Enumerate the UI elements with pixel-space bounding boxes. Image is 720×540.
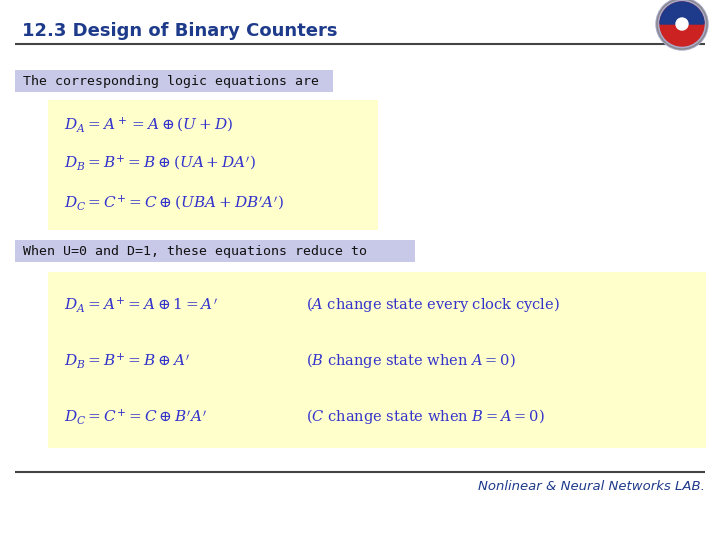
Text: $D_A = A^{+} = A \oplus 1 = A^{\prime}$: $D_A = A^{+} = A \oplus 1 = A^{\prime}$ [64, 294, 218, 314]
Circle shape [676, 18, 688, 30]
FancyBboxPatch shape [15, 240, 415, 262]
FancyBboxPatch shape [15, 70, 333, 92]
Circle shape [656, 0, 708, 50]
Text: The corresponding logic equations are: The corresponding logic equations are [23, 75, 319, 87]
Wedge shape [660, 2, 704, 24]
FancyBboxPatch shape [48, 100, 378, 230]
Text: $D_B = B^{+} = B \oplus A^{\prime}$: $D_B = B^{+} = B \oplus A^{\prime}$ [64, 350, 190, 369]
Text: $( A\ \mathrm{change\ state\ every\ clock\ cycle)}$: $( A\ \mathrm{change\ state\ every\ cloc… [306, 294, 560, 314]
Circle shape [660, 2, 704, 46]
Text: $D_B = B^{+} = B \oplus (UA + DA^{\prime})$: $D_B = B^{+} = B \oplus (UA + DA^{\prime… [64, 154, 256, 172]
Text: Nonlinear & Neural Networks LAB.: Nonlinear & Neural Networks LAB. [478, 480, 705, 492]
Text: 12.3 Design of Binary Counters: 12.3 Design of Binary Counters [22, 22, 338, 40]
Text: When U=0 and D=1, these equations reduce to: When U=0 and D=1, these equations reduce… [23, 245, 367, 258]
Text: $D_C = C^{+} = C \oplus (UBA + DB^{\prime}A^{\prime})$: $D_C = C^{+} = C \oplus (UBA + DB^{\prim… [64, 194, 284, 212]
Text: $D_C = C^{+} = C \oplus B^{\prime}A^{\prime}$: $D_C = C^{+} = C \oplus B^{\prime}A^{\pr… [64, 407, 207, 426]
Text: $( C\ \mathrm{change\ state\ when\ } B = A = 0)$: $( C\ \mathrm{change\ state\ when\ } B =… [306, 407, 544, 426]
FancyBboxPatch shape [48, 272, 706, 448]
Text: $( B\ \mathrm{change\ state\ when\ } A = 0)$: $( B\ \mathrm{change\ state\ when\ } A =… [306, 350, 516, 369]
Text: $D_A = A^+ = A \oplus (U + D)$: $D_A = A^+ = A \oplus (U + D)$ [64, 116, 233, 134]
